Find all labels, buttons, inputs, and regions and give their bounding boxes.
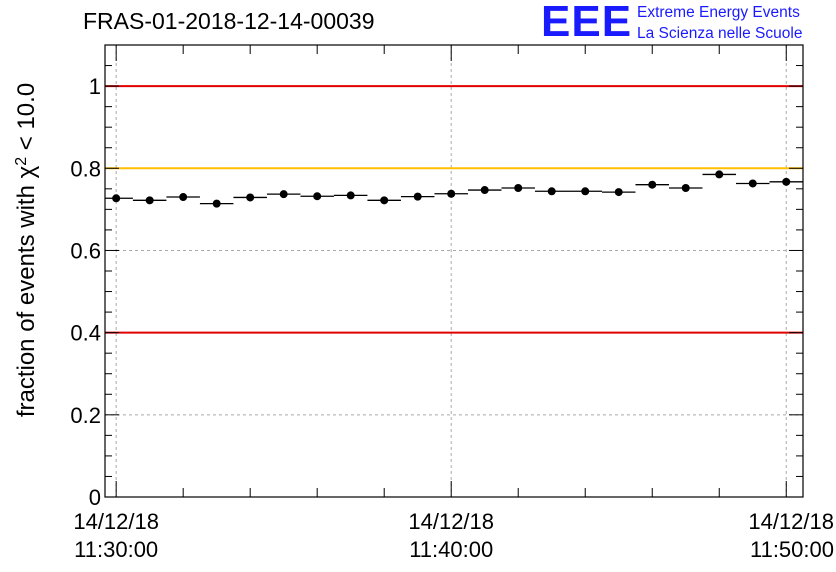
data-point — [581, 187, 590, 196]
y-tick-label: 1 — [89, 74, 101, 99]
data-point — [648, 180, 657, 189]
data-point — [748, 179, 757, 188]
y-tick-label: 0 — [89, 485, 101, 510]
data-point — [514, 183, 523, 192]
data-point — [547, 187, 556, 196]
eee-logo-mark: EEE — [541, 0, 633, 46]
y-axis-label: fraction of events with χ2 < 10.0 — [13, 83, 41, 417]
plot-frame — [104, 44, 804, 498]
data-point — [145, 196, 154, 205]
data-point — [179, 193, 188, 202]
data-point — [614, 188, 623, 197]
data-point — [447, 189, 456, 198]
data-point — [112, 194, 121, 203]
x-tick-date-label: 14/12/18 — [748, 509, 834, 534]
x-tick-date-label: 14/12/18 — [73, 509, 159, 534]
data-point — [346, 191, 355, 200]
x-tick-time-label: 11:30:00 — [74, 537, 158, 562]
data-point — [681, 183, 690, 192]
data-point — [413, 192, 422, 201]
y-tick-label: 0.6 — [70, 238, 101, 263]
x-tick-time-label: 11:40:00 — [409, 537, 493, 562]
data-point — [313, 192, 322, 201]
y-tick-label: 0.2 — [70, 403, 101, 428]
data-point — [212, 199, 221, 208]
data-point — [380, 196, 389, 205]
data-point — [480, 186, 489, 195]
logo-text-line1: Extreme Energy Events — [637, 4, 800, 21]
logo-text-line2: La Scienza nelle Scuole — [637, 25, 803, 42]
y-tick-label: 0.8 — [70, 156, 101, 181]
chart-title: FRAS-01-2018-12-14-00039 — [83, 8, 375, 34]
y-tick-label: 0.4 — [70, 321, 101, 346]
x-tick-time-label: 11:50:00 — [750, 537, 834, 562]
data-point — [715, 170, 724, 179]
x-tick-date-label: 14/12/18 — [408, 509, 494, 534]
data-point — [246, 193, 255, 202]
data-point — [782, 177, 791, 186]
data-point — [279, 190, 288, 199]
